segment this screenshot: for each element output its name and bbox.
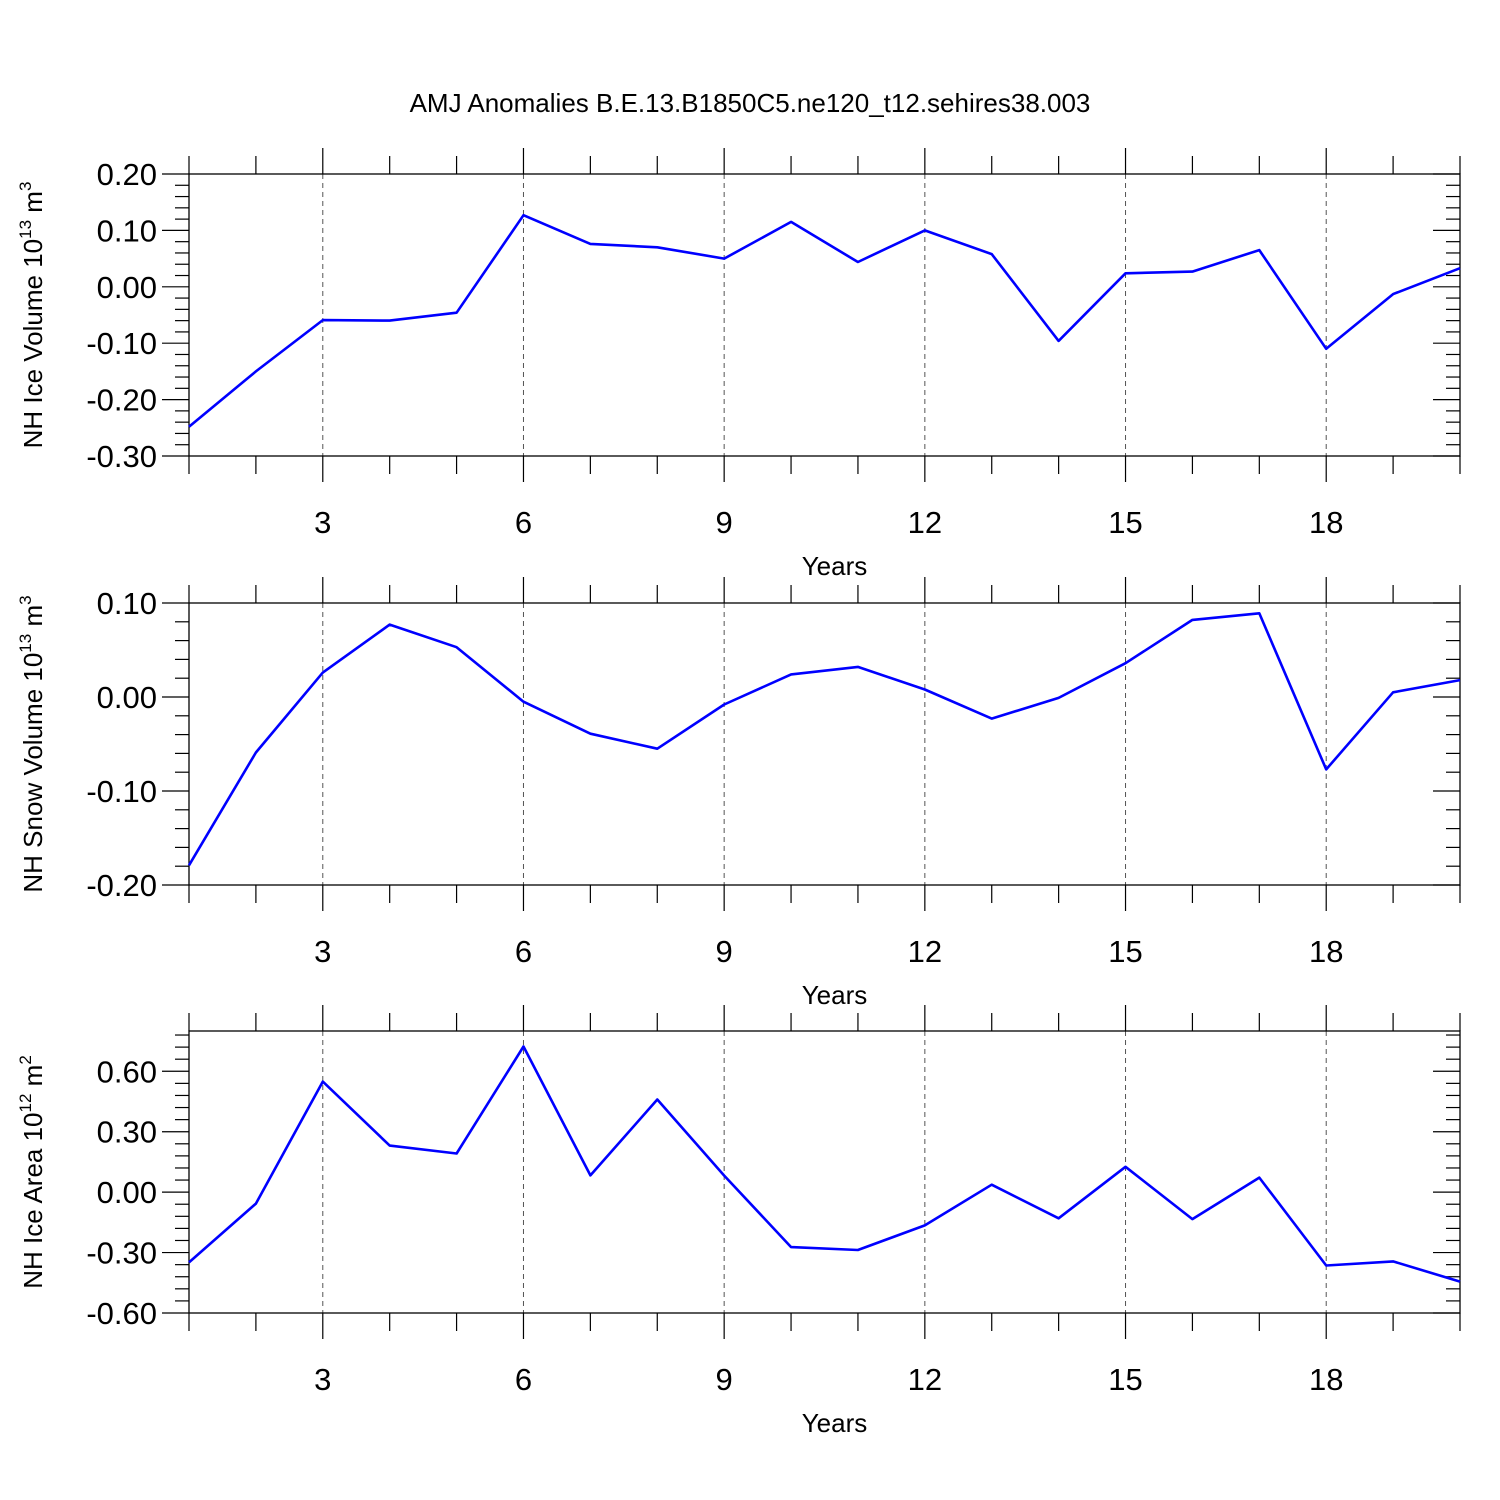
snow-volume-y-tick-label: 0.00 — [97, 680, 157, 715]
ice-volume-x-tick-label: 9 — [716, 505, 733, 540]
ice-area-y-tick-label: -0.30 — [86, 1236, 157, 1271]
ice-area-x-tick-label: 3 — [314, 1362, 331, 1397]
ice-area-plot-frame — [188, 1030, 1461, 1314]
snow-volume-x-tick-label: 9 — [716, 934, 733, 969]
ice-volume-x-tick-label: 18 — [1309, 505, 1343, 540]
snow-volume-x-tick-label: 6 — [515, 934, 532, 969]
figure-title: AMJ Anomalies B.E.13.B1850C5.ne120_t12.s… — [410, 88, 1091, 118]
snow-volume-x-axis-label: Years — [802, 980, 868, 1010]
ice-area-y-tick-label: 0.00 — [97, 1175, 157, 1210]
ice-volume-y-tick-label: -0.30 — [86, 439, 157, 474]
ice-area-panel: 3 6 9 12 15 18 Years -0.60 -0.30 0.00 0.30 0.60 NH I… — [16, 1005, 1461, 1438]
ice-area-x-tick-label: 18 — [1309, 1362, 1343, 1397]
ice-area-y-tick-label: 0.60 — [97, 1054, 157, 1089]
snow-volume-panel: 3 6 9 12 15 18 Years -0.20 -0.10 0.00 0.10 NH Snow … — [16, 577, 1461, 1010]
snow-volume-x-tick-label: 3 — [314, 934, 331, 969]
ice-volume-plot-frame — [188, 173, 1461, 457]
ice-volume-y-tick-label: 0.10 — [97, 213, 157, 248]
ice-volume-x-axis-label: Years — [802, 551, 868, 581]
ice-area-x-tick-label: 12 — [908, 1362, 942, 1397]
snow-volume-y-tick-label: 0.10 — [97, 586, 157, 621]
ice-volume-panel: 3 6 9 12 15 18 Years -0.30 -0.20 -0.10 0.00 0.10 0.2… — [16, 148, 1461, 581]
ice-volume-y-axis-label: NH Ice Volume 1013 m3 — [16, 182, 48, 449]
snow-volume-y-axis-label: NH Snow Volume 1013 m3 — [16, 595, 48, 892]
ice-area-y-axis-label: NH Ice Area 1012 m2 — [16, 1055, 48, 1289]
ice-volume-x-tick-label: 3 — [314, 505, 331, 540]
snow-volume-x-tick-label: 15 — [1108, 934, 1142, 969]
ice-area-x-tick-label: 15 — [1108, 1362, 1142, 1397]
ice-volume-y-tick-label: 0.00 — [97, 270, 157, 305]
ice-volume-y-tick-label: -0.10 — [86, 326, 157, 361]
ice-volume-x-tick-label: 6 — [515, 505, 532, 540]
ice-volume-x-tick-label: 12 — [908, 505, 942, 540]
snow-volume-series-line — [187, 611, 1461, 866]
ice-volume-y-tick-label: 0.20 — [97, 157, 157, 192]
ice-area-y-tick-label: -0.60 — [86, 1296, 157, 1331]
ice-volume-y-tick-label: -0.20 — [86, 383, 157, 418]
ice-area-series-line — [188, 1045, 1461, 1283]
ice-area-x-tick-label: 6 — [515, 1362, 532, 1397]
snow-volume-y-tick-label: -0.20 — [86, 868, 157, 903]
snow-volume-x-tick-label: 12 — [908, 934, 942, 969]
ice-volume-x-tick-label: 15 — [1108, 505, 1142, 540]
ice-area-x-axis-label: Years — [802, 1408, 868, 1438]
snow-volume-plot-frame — [188, 602, 1461, 886]
ice-volume-series-line — [188, 213, 1461, 428]
snow-volume-y-tick-label: -0.10 — [86, 774, 157, 809]
ice-area-x-tick-label: 9 — [716, 1362, 733, 1397]
ice-area-y-tick-label: 0.30 — [97, 1115, 157, 1150]
snow-volume-x-tick-label: 18 — [1309, 934, 1343, 969]
